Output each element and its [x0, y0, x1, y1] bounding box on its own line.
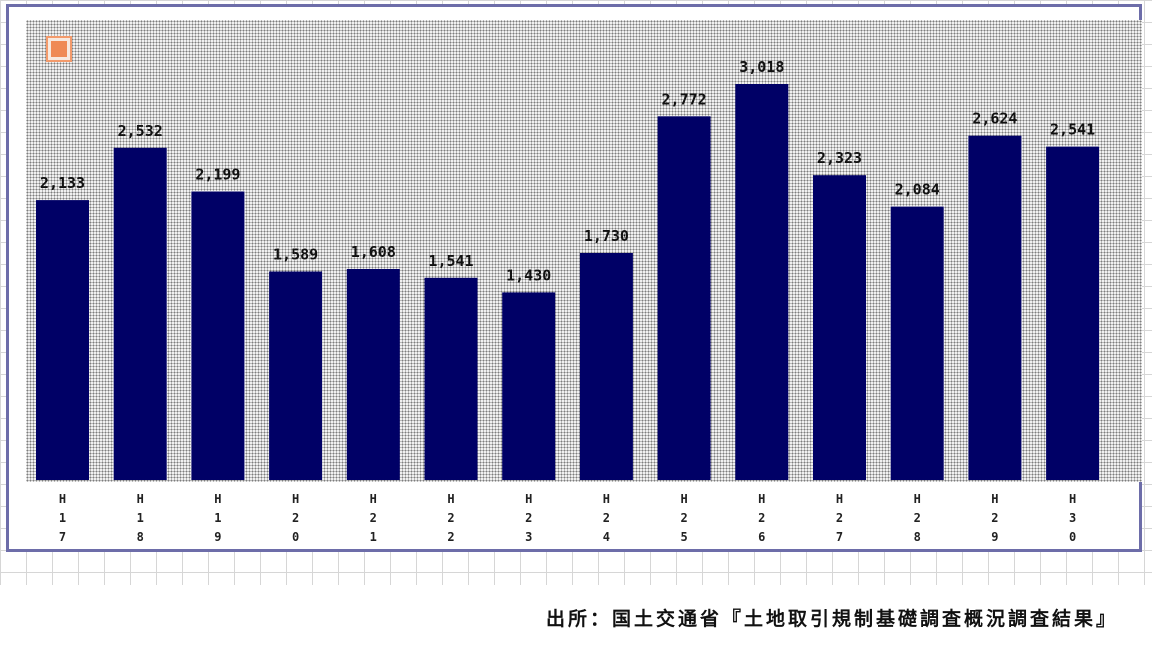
value-label-H22: 1,541 [428, 252, 473, 270]
orange-square-icon [46, 36, 72, 62]
value-label-H21: 1,608 [351, 243, 396, 261]
bar-H25[interactable] [657, 116, 711, 481]
bar-H28[interactable] [890, 206, 944, 480]
value-label-H28: 2,084 [895, 181, 940, 199]
bar-H26[interactable] [735, 84, 789, 480]
value-label-H29: 2,624 [972, 110, 1017, 128]
bar-H19[interactable] [191, 191, 245, 481]
value-label-H17: 2,133 [40, 174, 85, 192]
value-labels-group: 2,133 2,532 2,199 1,589 1,608 1,541 1,430 1,730… [40, 58, 1095, 284]
value-label-H30: 2,541 [1050, 121, 1095, 139]
value-label-H24: 1,730 [584, 227, 629, 245]
bar-H20[interactable] [269, 271, 323, 481]
value-label-H19: 2,199 [195, 166, 240, 184]
bar-H29[interactable] [968, 135, 1022, 480]
bar-H17[interactable] [36, 200, 89, 480]
value-label-H27: 2,323 [817, 149, 862, 167]
bar-H22[interactable] [424, 277, 478, 480]
source-note: 出所：国土交通省『土地取引規制基礎調査概況調査結果』 [541, 604, 1122, 630]
value-label-H18: 2,532 [118, 122, 163, 140]
bars-group [36, 84, 1100, 481]
value-label-H23: 1,430 [506, 266, 551, 284]
bar-H21[interactable] [346, 269, 400, 480]
value-label-H20: 1,589 [273, 246, 318, 264]
badge-inner [51, 41, 67, 57]
bar-H18[interactable] [113, 147, 167, 481]
bar-H24[interactable] [579, 253, 633, 480]
x-labels-group: H 1 7 H 1 8 H 1 9 H 2 0 H 2 1 H 2 2 H 2 3 H 2 4 H 2 5 H 2 6 H 2 7 H 2 8 H 2 9 H… [59, 492, 1076, 544]
bar-H27[interactable] [813, 175, 866, 480]
value-label-H26: 3,018 [739, 58, 784, 76]
bar-H30[interactable] [1046, 146, 1100, 480]
value-label-H25: 2,772 [662, 90, 707, 108]
bar-H23[interactable] [502, 292, 556, 480]
